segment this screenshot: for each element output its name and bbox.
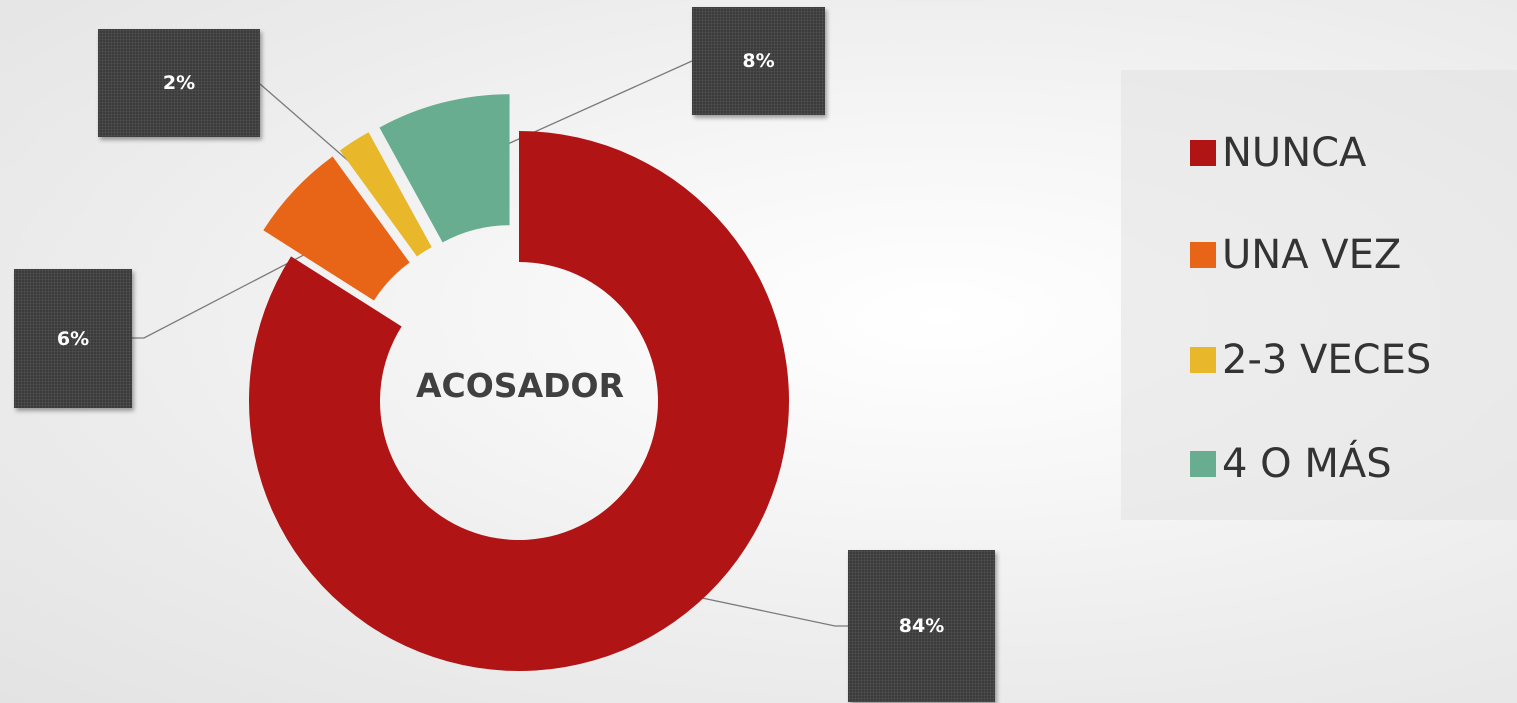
legend-item-2-3-veces: 2-3 VECES: [1190, 335, 1431, 385]
data-label-una-vez: 6%: [14, 269, 132, 408]
slice-2-3-veces: [339, 132, 432, 257]
legend-item-una-vez: UNA VEZ: [1190, 230, 1401, 280]
legend-label-nunca: NUNCA: [1222, 130, 1367, 176]
chart-title: ACOSADOR: [416, 366, 624, 405]
data-label-2-3-veces: 2%: [98, 29, 260, 137]
legend: NUNCA UNA VEZ 2-3 VECES 4 O MÁS: [1121, 70, 1517, 520]
data-label-nunca: 84%: [848, 550, 995, 702]
data-label-4-o-mas: 8%: [692, 7, 825, 115]
legend-swatch-4-o-mas: [1190, 451, 1216, 477]
leader-line-una-vez: [132, 234, 343, 339]
slice-4-o-mas: [379, 94, 510, 243]
legend-swatch-2-3-veces: [1190, 347, 1216, 373]
legend-swatch-una-vez: [1190, 242, 1216, 268]
legend-label-una-vez: UNA VEZ: [1222, 232, 1402, 278]
slice-una-vez: [263, 156, 410, 301]
legend-swatch-nunca: [1190, 140, 1216, 166]
legend-label-4-o-mas: 4 O MÁS: [1222, 441, 1392, 487]
legend-item-4-o-mas: 4 O MÁS: [1190, 439, 1392, 489]
legend-item-nunca: NUNCA: [1190, 128, 1366, 178]
legend-label-2-3-veces: 2-3 VECES: [1222, 337, 1432, 383]
slice-nunca: [249, 131, 790, 671]
